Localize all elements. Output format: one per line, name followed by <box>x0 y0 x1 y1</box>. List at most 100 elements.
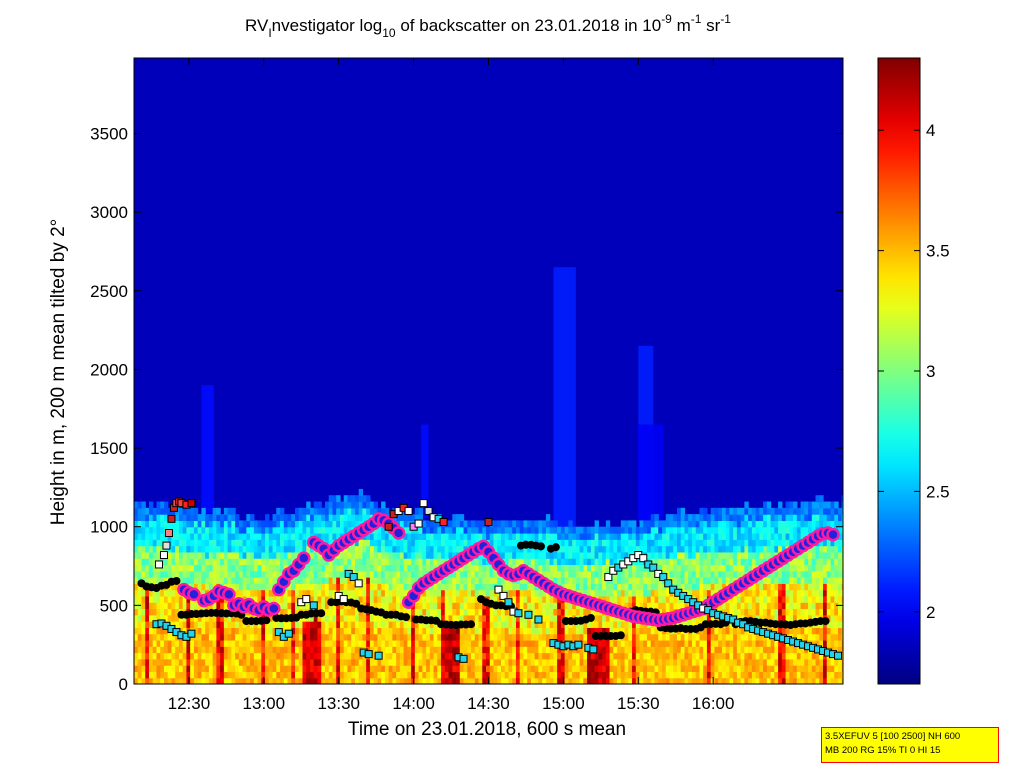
heatmap-cell <box>163 614 169 622</box>
heatmap-cell <box>643 589 648 597</box>
heatmap-cell <box>583 621 588 628</box>
heatmap-cell <box>740 570 745 578</box>
heatmap-cell <box>137 639 143 647</box>
heatmap-cell <box>733 658 738 666</box>
heatmap-cell <box>553 608 558 616</box>
heatmap-cell <box>220 551 225 559</box>
heatmap-cell <box>250 558 255 566</box>
heatmap-cell <box>770 671 775 679</box>
heatmap-cell <box>156 633 161 641</box>
heatmap-cell <box>238 577 244 584</box>
heatmap-cell <box>471 570 476 578</box>
heatmap-cell <box>519 602 525 610</box>
heatmap-cell <box>575 564 581 572</box>
heatmap-cell <box>160 602 165 610</box>
heatmap-cell <box>508 677 513 684</box>
heatmap-cell <box>448 533 453 540</box>
heatmap-cell <box>186 646 191 654</box>
heatmap-cell <box>313 627 319 635</box>
heatmap-cell <box>137 614 143 622</box>
heatmap-cell <box>366 602 371 610</box>
heatmap-cell <box>658 533 663 540</box>
heatmap-cell <box>354 539 360 547</box>
heatmap-cell <box>587 558 592 566</box>
heatmap-cell <box>568 658 573 666</box>
heatmap-cell <box>429 658 435 666</box>
heatmap-cell <box>549 646 555 654</box>
heatmap-cell <box>452 665 457 673</box>
heatmap-cell <box>193 614 199 622</box>
heatmap-cell <box>564 665 569 673</box>
heatmap-cell <box>579 551 584 559</box>
heatmap-cell <box>733 545 738 553</box>
heatmap-cell <box>287 539 292 547</box>
heatmap-cell <box>246 639 251 647</box>
heatmap-cell <box>669 639 674 647</box>
heatmap-cell <box>613 583 618 591</box>
heatmap-cell <box>351 583 356 591</box>
heatmap-cell <box>781 533 787 540</box>
heatmap-cell <box>257 627 262 635</box>
heatmap-cell <box>197 614 203 622</box>
heatmap-cell <box>691 539 697 547</box>
heatmap-cell <box>530 639 536 647</box>
heatmap-cell <box>280 658 285 666</box>
heatmap-cell <box>366 633 371 641</box>
heatmap-cell <box>291 652 296 660</box>
heatmap-cell <box>324 621 330 628</box>
heatmap-cell <box>545 652 551 660</box>
heatmap-cell <box>354 608 360 616</box>
heatmap-cell <box>527 658 532 666</box>
heatmap-cell <box>662 639 667 647</box>
heatmap-cell <box>493 520 498 528</box>
heatmap-cell <box>598 665 603 673</box>
heatmap-cell <box>796 514 802 522</box>
heatmap-cell <box>549 658 555 666</box>
heatmap-cell <box>662 539 667 547</box>
heatmap-cell <box>306 633 311 641</box>
heatmap-cell <box>242 665 247 673</box>
heatmap-cell <box>676 564 682 572</box>
heatmap-cell <box>515 589 521 597</box>
heatmap-cell <box>650 595 656 603</box>
heatmap-cell <box>351 627 356 635</box>
heatmap-cell <box>684 652 689 660</box>
heatmap-cell <box>235 520 240 528</box>
heatmap-cell <box>298 627 304 635</box>
heatmap-cell <box>587 533 592 540</box>
heatmap-cell <box>676 646 682 654</box>
heatmap-cell <box>429 520 435 528</box>
heatmap-cell <box>613 614 618 622</box>
heatmap-cell <box>343 621 349 628</box>
heatmap-cell <box>223 633 229 641</box>
heatmap-cell <box>362 665 367 673</box>
heatmap-cell <box>396 627 401 635</box>
heatmap-cell <box>725 608 731 616</box>
heatmap-cell <box>141 545 146 553</box>
heatmap-cell <box>594 639 599 647</box>
heatmap-cell <box>665 526 671 534</box>
heatmap-cell <box>362 677 367 684</box>
heatmap-cell <box>186 514 191 522</box>
heatmap-cell <box>676 665 682 673</box>
heatmap-cell <box>190 551 195 559</box>
heatmap-cell <box>429 526 435 534</box>
heatmap-cell <box>613 533 618 540</box>
heatmap-cell <box>545 602 551 610</box>
heatmap-cell <box>504 539 510 547</box>
heatmap-cell <box>388 570 393 578</box>
heatmap-cell <box>808 633 813 641</box>
heatmap-cell <box>703 570 708 578</box>
heatmap-cell <box>193 539 199 547</box>
heatmap-cell <box>268 577 274 584</box>
heatmap-cell <box>175 602 180 610</box>
heatmap-cell <box>317 677 322 684</box>
heatmap-cell <box>384 627 390 635</box>
heatmap-cell <box>557 551 562 559</box>
heatmap-cell <box>497 646 502 654</box>
heatmap-cell <box>152 533 158 540</box>
heatmap-cell <box>242 652 247 660</box>
heatmap-cell <box>257 621 262 628</box>
heatmap-cell <box>384 621 390 628</box>
heatmap-cell <box>564 539 569 547</box>
